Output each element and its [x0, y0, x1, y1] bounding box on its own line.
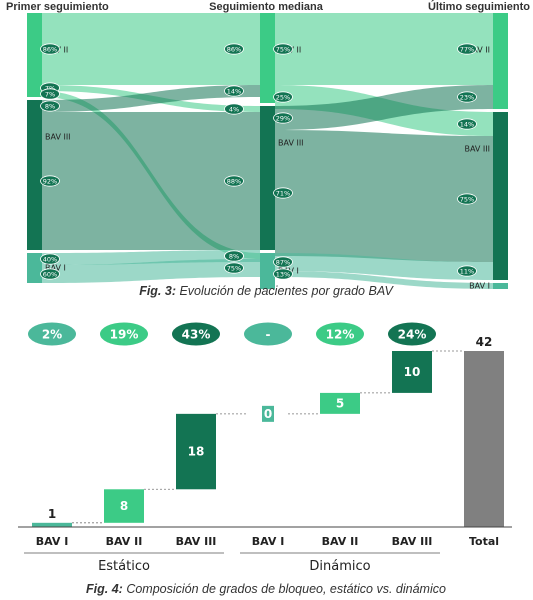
sankey-node-a1	[27, 253, 42, 283]
sankey-node-label-a3: BAV III	[45, 133, 71, 142]
sankey-chart: Primer seguimiento Seguimiento mediana Últ…	[6, 0, 530, 291]
x-tick-label-2: BAV II	[106, 535, 143, 548]
sankey-link-2-source-pct-label: 7%	[45, 90, 55, 98]
waterfall-value-3: 18	[188, 445, 205, 459]
fig4-caption-label: Fig. 4:	[86, 582, 123, 596]
x-axis-ticks: BAV I BAV II BAV III BAV I BAV II BAV III Tota…	[36, 535, 499, 548]
sankey-link-5-target-pct-label: 8%	[229, 252, 239, 260]
pct-bubble-label-2: 19%	[110, 328, 139, 342]
sankey-link-7-target-pct-label: 77%	[460, 45, 474, 53]
sankey-node-a2	[27, 13, 42, 97]
sankey-link-10-target-pct-label: 75%	[460, 195, 474, 203]
sankey-column-header-2: Seguimiento mediana	[209, 1, 324, 13]
sankey-link-11-target-pct-label: 11%	[460, 267, 474, 275]
sankey-link-8-target-pct-label: 14%	[460, 120, 474, 128]
fig4-caption-text: Composición de grados de bloqueo, estáti…	[123, 582, 446, 596]
sankey-link-5-source-pct-label: 40%	[43, 255, 57, 263]
sankey-link-4-target-pct-label: 88%	[227, 177, 241, 185]
pct-bubble-label-3: 43%	[182, 328, 211, 342]
x-axis-groups: Estático Dinámico	[24, 553, 440, 574]
x-tick-label-5: BAV II	[322, 535, 359, 548]
sankey-link-12-source-pct-label: 13%	[276, 270, 290, 278]
x-tick-label-1: BAV I	[36, 535, 69, 548]
sankey-link-11-source-pct-label: 87%	[276, 258, 290, 266]
sankey-link-6-source-pct-label: 60%	[43, 270, 57, 278]
pct-bubble-label-1: 2%	[42, 328, 62, 342]
percentage-bubbles: 2% 19% 43% - 12% 24%	[28, 323, 436, 346]
sankey-node-b3	[260, 106, 275, 250]
sankey-column-header-3: Último seguimiento	[428, 0, 530, 13]
sankey-node-b2	[260, 13, 275, 103]
sankey-node-c3	[493, 112, 508, 280]
waterfall-bar-7-total	[464, 351, 504, 527]
x-tick-label-6: BAV III	[392, 535, 433, 548]
fig3-caption: Fig. 3: Evolución de pacientes por grado…	[139, 284, 394, 298]
sankey-link-9-source-pct-label: 29%	[276, 114, 290, 122]
waterfall-value-4: 0	[264, 407, 272, 421]
fig4-caption: Fig. 4: Composición de grados de bloqueo…	[86, 582, 446, 596]
group-label-din-mico: Dinámico	[309, 559, 370, 574]
sankey-node-label-c1: BAV I	[469, 282, 490, 291]
pct-bubble-label-6: 24%	[398, 328, 427, 342]
sankey-link-9-target-pct-label: 23%	[460, 93, 474, 101]
sankey-node-label-b3: BAV III	[278, 139, 304, 148]
sankey-node-c2	[493, 13, 508, 109]
waterfall-bars: 1818051042	[32, 335, 504, 527]
x-tick-label-7: Total	[469, 535, 499, 548]
sankey-node-a3	[27, 100, 42, 250]
x-tick-label-3: BAV III	[176, 535, 217, 548]
pct-bubble-label-4: -	[266, 328, 271, 342]
waterfall-bar-1-bav-i	[32, 523, 72, 527]
waterfall-value-2: 8	[120, 499, 128, 513]
sankey-link-0-source-pct-label: 86%	[43, 45, 57, 53]
sankey-link-10-source-pct-label: 71%	[276, 189, 290, 197]
sankey-node-c1	[493, 283, 508, 289]
sankey-link-4-source-pct-label: 92%	[43, 177, 57, 185]
waterfall-value-7: 42	[476, 335, 493, 349]
sankey-link-6-target-pct-label: 75%	[227, 264, 241, 272]
group-label-est-tico: Estático	[98, 559, 150, 574]
fig3-caption-label: Fig. 3:	[139, 284, 176, 298]
waterfall-value-6: 10	[404, 365, 421, 379]
waterfall-value-5: 5	[336, 396, 344, 410]
sankey-link-3-source-pct-label: 8%	[45, 102, 55, 110]
pct-bubble-label-5: 12%	[326, 328, 355, 342]
sankey-column-header-1: Primer seguimiento	[6, 1, 109, 13]
sankey-link-8-source-pct-label: 25%	[276, 93, 290, 101]
sankey-node-label-c3: BAV III	[464, 145, 490, 154]
sankey-link-3-target-pct-label: 14%	[227, 87, 241, 95]
fig3-caption-text: Evolución de pacientes por grado BAV	[176, 284, 394, 298]
sankey-link-1-target-pct-label: 4%	[229, 105, 239, 113]
sankey-link-0-target-pct-label: 86%	[227, 45, 241, 53]
waterfall-value-1: 1	[48, 507, 56, 521]
x-tick-label-4: BAV I	[252, 535, 285, 548]
sankey-link-7-source-pct-label: 75%	[276, 45, 290, 53]
